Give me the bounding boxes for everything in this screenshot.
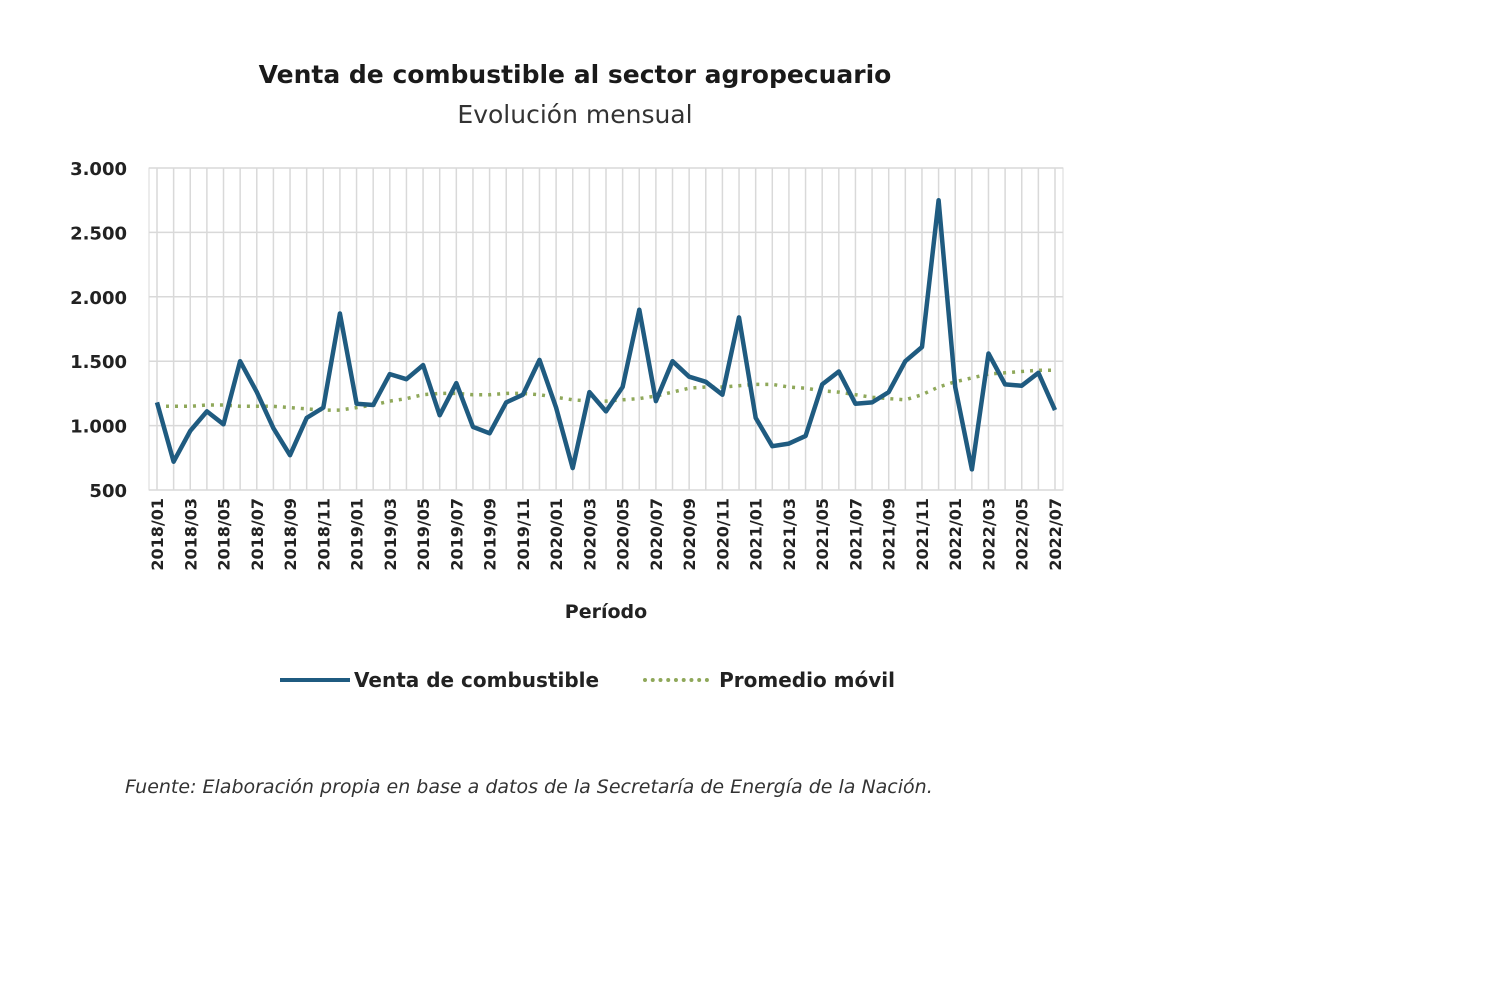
x-tick-label: 2021/11 [913,498,932,571]
source-note: Fuente: Elaboración propia en base a dat… [125,776,933,798]
x-tick-label: 2019/07 [447,498,466,571]
legend-item-venta: Venta de combustible [280,668,599,692]
y-tick-label: 2.000 [70,288,127,309]
x-tick-label: 2021/03 [780,498,799,571]
series-lines [154,197,1058,472]
grid [148,167,1064,491]
x-tick-label: 2020/11 [713,498,732,571]
x-tick-label: 2020/01 [547,498,566,571]
legend-swatch-solid [280,678,350,682]
x-tick-label: 2022/05 [1013,498,1032,571]
x-tick-label: 2019/09 [481,498,500,571]
y-tick-label: 3.000 [70,159,127,180]
y-tick-label: 2.500 [70,223,127,244]
x-tick-label: 2022/01 [946,498,965,571]
x-tick-label: 2021/05 [813,498,832,571]
x-tick-label: 2021/07 [846,498,865,571]
x-axis-label: Período [565,601,647,623]
legend-swatch-dotted [643,678,710,682]
x-tick-label: 2019/01 [348,498,367,571]
x-tick-label: 2018/05 [215,498,234,571]
y-axis-ticks: 500 1.000 1.500 2.000 2.500 3.000 [70,159,127,502]
x-tick-label: 2022/03 [979,498,998,571]
x-tick-label: 2020/09 [680,498,699,571]
chart-subtitle: Evolución mensual [457,100,693,129]
legend-label: Venta de combustible [354,668,600,692]
x-tick-label: 2020/05 [614,498,633,571]
x-tick-label: 2020/07 [647,498,666,571]
x-tick-label: 2021/01 [747,498,766,571]
x-tick-label: 2019/11 [514,498,533,571]
x-axis-ticks: 2018/01 2018/03 2018/05 2018/07 2018/09 2018/… [148,498,1065,571]
x-tick-label: 2018/09 [281,498,300,571]
x-tick-label: 2018/03 [181,498,200,571]
legend: Venta de combustible Promedio móvil [280,668,939,692]
legend-item-promedio: Promedio móvil [643,668,895,692]
x-tick-label: 2022/07 [1046,498,1065,571]
legend-label: Promedio móvil [719,668,895,692]
y-tick-label: 1.500 [70,352,127,373]
x-tick-label: 2019/05 [414,498,433,571]
x-tick-label: 2021/09 [880,498,899,571]
x-tick-label: 2018/01 [148,498,167,571]
x-tick-label: 2018/07 [248,498,267,571]
y-tick-label: 1.000 [70,417,127,438]
x-tick-label: 2018/11 [314,498,333,571]
y-tick-label: 500 [89,481,127,502]
chart-title: Venta de combustible al sector agropecua… [258,60,892,89]
x-tick-label: 2020/03 [580,498,599,571]
x-tick-label: 2019/03 [381,498,400,571]
